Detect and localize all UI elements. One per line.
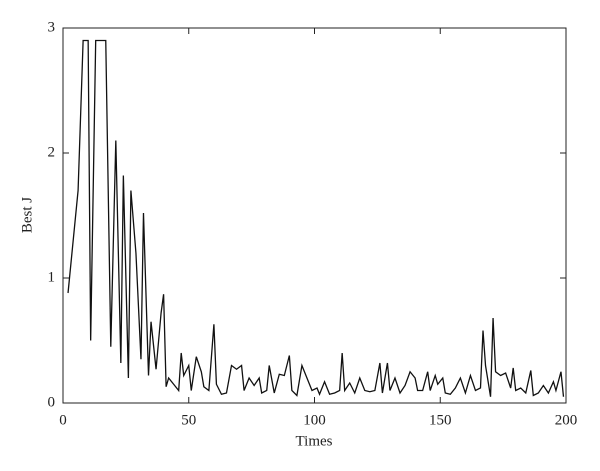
y-tick-label: 3 [48, 19, 56, 35]
y-tick-label: 2 [48, 144, 56, 160]
x-tick-label: 0 [59, 412, 67, 428]
y-tick-label: 0 [48, 394, 56, 410]
x-tick-label: 150 [429, 412, 452, 428]
data-line [67, 39, 565, 397]
y-tick-label: 1 [48, 269, 56, 285]
y-axis-label: Best J [19, 197, 35, 233]
x-tick-label: 100 [303, 412, 326, 428]
x-tick-label: 200 [555, 412, 578, 428]
x-axis-label: Times [296, 433, 333, 449]
plot-frame [62, 27, 567, 404]
x-tick-label: 50 [181, 412, 196, 428]
